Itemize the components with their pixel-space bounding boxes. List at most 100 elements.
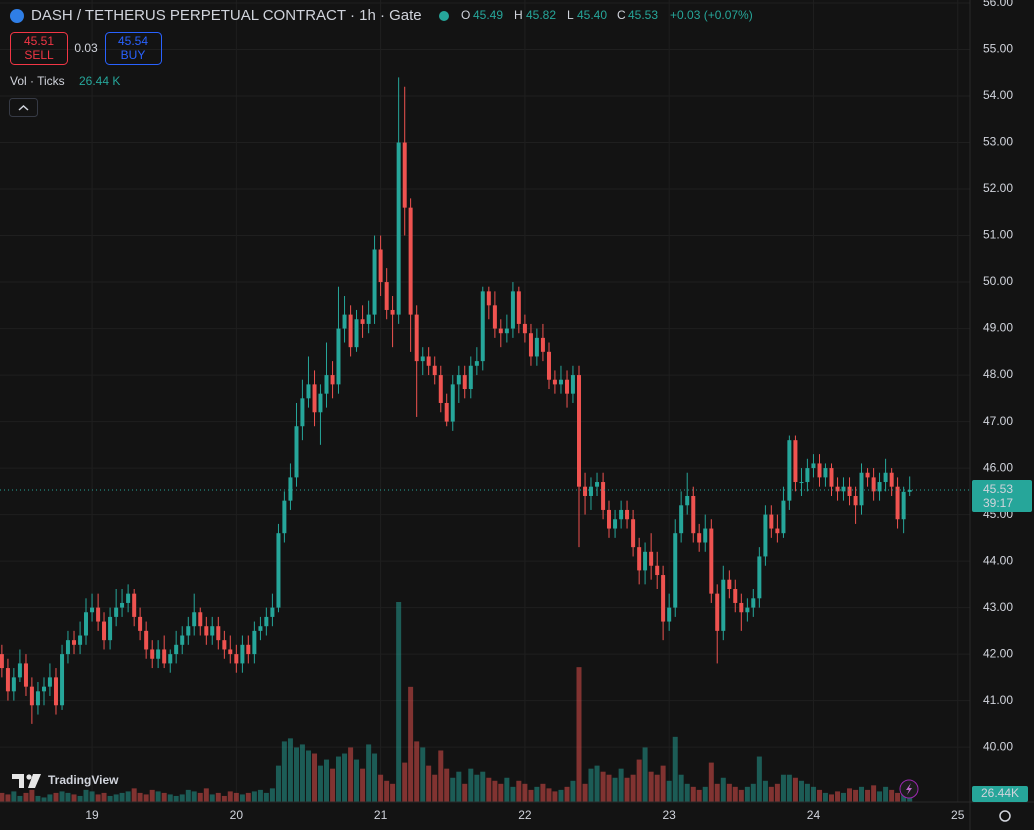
volume-bar [883,786,889,802]
price-tag-value: 45.53 [983,482,1013,496]
symbol-title[interactable]: DASH / TETHERUS PERPETUAL CONTRACT · 1h … [31,7,422,24]
buy-button[interactable] [105,32,162,65]
x-tick-label: 21 [374,808,388,822]
candle-body [198,612,203,627]
candle-body [330,375,335,385]
candle-body [408,207,413,315]
sell-label: SELL [24,48,54,62]
candle-body [270,607,275,617]
candle-body [649,551,654,566]
brand-name: TradingView [48,773,119,787]
y-tick-label: 42.00 [983,646,1013,660]
volume-bar [624,777,630,802]
volume-bar [384,780,390,802]
volume-bar [859,786,865,802]
volume-bar [840,792,846,802]
volume-bar [594,765,600,802]
volume-bar [570,780,576,802]
sell-button[interactable] [10,32,68,65]
candle-body [817,463,822,478]
candle-body [78,635,83,645]
candle-body [727,579,732,590]
volume-bar [492,780,498,802]
candle-body [42,686,47,692]
volume-bar [131,788,137,802]
ohlc-label: H [514,8,523,22]
volume-bar [498,783,504,802]
candle-body [132,593,137,617]
volume-bar [77,795,83,802]
volume-bar [726,783,732,802]
candle-body [871,477,876,492]
volume-bar [113,794,119,802]
candle-body [769,514,774,529]
x-tick-label: 19 [85,808,99,822]
volume-bar [263,792,269,802]
volume-bar [173,795,179,802]
candle-body [625,509,630,520]
volume-bar [11,791,17,802]
volume-bar [119,792,125,802]
candle-body [853,495,858,506]
volume-bar [817,789,823,802]
collapse-button[interactable] [9,98,38,117]
volume-bar [786,774,792,802]
volume-bar [564,786,570,802]
ohlc-value: 45.82 [526,8,556,22]
volume-bar [768,786,774,802]
volume-bar [35,795,41,802]
candle-body [739,602,744,613]
volume-bar [750,783,756,802]
candle-body [306,384,311,399]
volume-bar [324,759,330,802]
candle-body [17,663,22,678]
volume-bar [203,788,209,802]
price-pane [0,77,970,724]
candle-body [805,468,810,483]
volume-bar [612,777,618,802]
candle-body [450,384,455,422]
candle-body [234,654,239,664]
volume-bar [65,792,71,802]
volume-bar [221,795,227,802]
volume-bar [83,789,89,802]
volume-bar [372,753,378,802]
ohlc-value: 45.40 [577,8,607,22]
candle-body [637,547,642,571]
volume-bar [275,765,281,802]
candle-body [775,528,780,534]
volume-tag [972,785,1028,802]
volume-bar [744,786,750,802]
volume-bar [588,768,594,802]
candle-body [222,640,227,650]
volume-bar [636,759,642,802]
volume-bar [732,786,738,802]
candle-body [516,291,521,324]
candle-body [588,486,593,496]
volume-bar [414,741,420,802]
volume-bar [516,780,522,802]
y-tick-label: 46.00 [983,460,1013,474]
price-tag [972,479,1032,512]
volume-bar [889,789,895,802]
volume-bar [287,738,293,802]
volume-bar [462,783,468,802]
price-tag-countdown: 39:17 [983,496,1013,510]
candle-body [607,509,612,529]
candle-body [901,491,906,520]
volume-bar [648,771,654,802]
price-change: +0.03 (+0.07%) [670,8,753,22]
volume-bar [798,780,804,802]
candle-body [781,500,786,534]
settings-button[interactable] [999,810,1011,822]
volume-bar [95,794,101,802]
volume-bar [5,794,11,802]
volume-bar [305,750,311,802]
candle-body [480,291,485,362]
candle-body [601,482,606,510]
candle-body [186,626,191,636]
volume-bar [474,774,480,802]
candle-body [246,644,251,655]
ohlc-value: 45.53 [628,8,658,22]
candle-body [576,375,581,487]
